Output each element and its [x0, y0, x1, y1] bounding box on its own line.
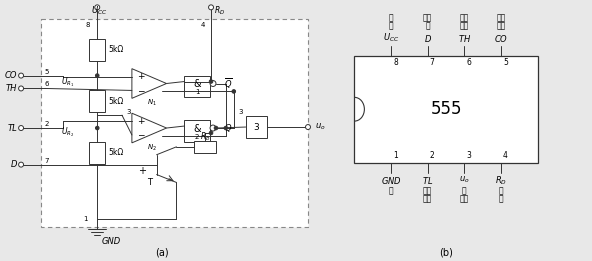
Text: CO: CO: [5, 71, 17, 80]
Text: 输: 输: [462, 186, 466, 195]
Text: $R_D$: $R_D$: [495, 175, 507, 187]
Text: $TH$: $TH$: [458, 33, 471, 44]
Text: $N_2$: $N_2$: [147, 143, 157, 153]
Text: TH: TH: [6, 84, 17, 93]
Text: 阈值: 阈值: [459, 21, 469, 30]
Text: 5: 5: [503, 58, 508, 67]
Text: $R_b$: $R_b$: [200, 131, 210, 143]
Bar: [89, 39, 105, 61]
Text: 7: 7: [44, 158, 49, 164]
Bar: [194, 141, 216, 153]
Text: $U_{CC}$: $U_{CC}$: [91, 4, 107, 17]
Bar: [246, 116, 268, 138]
Text: 触发: 触发: [423, 186, 432, 195]
Circle shape: [209, 80, 213, 83]
Text: 1: 1: [83, 216, 88, 222]
Text: $N_1$: $N_1$: [147, 98, 157, 108]
Text: +: +: [137, 72, 144, 81]
Circle shape: [95, 126, 99, 130]
Text: T: T: [147, 178, 152, 187]
Text: 输入: 输入: [423, 194, 432, 203]
Text: 电端: 电端: [423, 13, 432, 22]
Circle shape: [305, 124, 310, 129]
Circle shape: [210, 81, 216, 86]
Circle shape: [18, 162, 24, 167]
Text: 5kΩ: 5kΩ: [108, 97, 123, 106]
Text: 1: 1: [195, 90, 200, 96]
Circle shape: [18, 126, 24, 130]
Text: +: +: [137, 117, 144, 126]
Text: 6: 6: [466, 58, 471, 67]
Text: $CO$: $CO$: [494, 33, 508, 44]
Text: $U_{R_2}$: $U_{R_2}$: [61, 125, 75, 139]
Text: 源: 源: [389, 13, 394, 22]
Bar: [89, 90, 105, 112]
Text: $GND$: $GND$: [381, 175, 401, 186]
Text: 8: 8: [393, 58, 398, 67]
Text: 放: 放: [426, 21, 430, 30]
Text: 电压: 电压: [496, 21, 506, 30]
Text: 2: 2: [195, 134, 200, 140]
Circle shape: [209, 131, 213, 135]
Text: $U_{CC}$: $U_{CC}$: [383, 31, 399, 44]
Text: (a): (a): [155, 248, 168, 258]
Text: &: &: [194, 124, 201, 134]
Bar: [355, 56, 538, 163]
Text: 5kΩ: 5kΩ: [108, 45, 123, 54]
Text: 控制: 控制: [496, 13, 506, 22]
Text: &: &: [194, 80, 201, 90]
Text: 4: 4: [201, 22, 205, 28]
Text: $TL$: $TL$: [422, 175, 433, 186]
Text: $Q$: $Q$: [224, 122, 232, 134]
Text: TL: TL: [7, 123, 17, 133]
Text: −: −: [137, 130, 144, 139]
Text: 5kΩ: 5kΩ: [108, 148, 123, 157]
Circle shape: [214, 126, 218, 130]
Text: 4: 4: [503, 151, 508, 160]
Text: 复: 复: [498, 186, 503, 195]
Circle shape: [18, 73, 24, 78]
Text: 1: 1: [393, 151, 398, 160]
Text: $D$: $D$: [424, 33, 432, 44]
Bar: [89, 142, 105, 164]
Circle shape: [208, 5, 214, 10]
Text: 3: 3: [238, 109, 243, 115]
Bar: [184, 76, 210, 97]
Text: +: +: [138, 165, 146, 176]
Polygon shape: [132, 113, 166, 143]
Bar: [184, 120, 210, 142]
Text: 电: 电: [389, 21, 394, 30]
Text: GND: GND: [101, 237, 120, 246]
Circle shape: [95, 5, 99, 10]
Circle shape: [18, 86, 24, 91]
Text: −: −: [137, 86, 144, 95]
Text: 3: 3: [127, 109, 131, 115]
Text: $\overline{Q}$: $\overline{Q}$: [224, 76, 233, 91]
Text: 3: 3: [253, 122, 259, 132]
Text: 地: 地: [389, 186, 394, 195]
Circle shape: [232, 90, 236, 93]
Circle shape: [210, 125, 216, 131]
Text: 3: 3: [466, 151, 471, 160]
Text: 输入: 输入: [459, 13, 469, 22]
Text: $u_o$: $u_o$: [315, 122, 326, 132]
Text: D: D: [11, 160, 17, 169]
Text: $u_o$: $u_o$: [459, 175, 469, 185]
Text: 6: 6: [44, 81, 49, 87]
Text: 555: 555: [430, 100, 462, 118]
Text: 2: 2: [44, 121, 49, 127]
Text: 5: 5: [44, 69, 49, 75]
Bar: [41, 19, 308, 227]
Circle shape: [224, 126, 228, 130]
Text: $R_D$: $R_D$: [214, 4, 225, 17]
Text: 出源: 出源: [459, 194, 469, 203]
Circle shape: [95, 74, 99, 77]
Text: 2: 2: [430, 151, 435, 160]
Polygon shape: [132, 69, 166, 98]
Text: 位: 位: [498, 194, 503, 203]
Text: $U_{R_1}$: $U_{R_1}$: [61, 76, 75, 89]
Text: 7: 7: [430, 58, 435, 67]
Text: 8: 8: [85, 22, 89, 28]
Text: (b): (b): [439, 248, 453, 258]
